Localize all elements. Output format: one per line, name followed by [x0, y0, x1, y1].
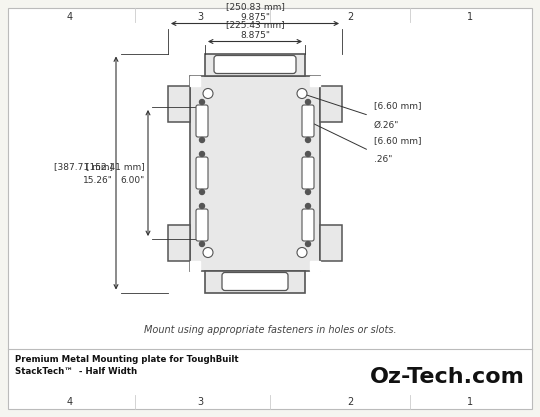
Text: 4: 4	[67, 12, 73, 22]
Text: .26": .26"	[374, 156, 393, 164]
FancyBboxPatch shape	[214, 55, 296, 73]
Text: 6.00": 6.00"	[121, 176, 145, 184]
Circle shape	[199, 241, 205, 246]
Text: [152.41 mm]: [152.41 mm]	[86, 163, 145, 171]
Circle shape	[199, 138, 205, 143]
FancyBboxPatch shape	[196, 209, 208, 241]
Bar	[190, 75, 320, 271]
Text: 2: 2	[347, 397, 353, 407]
Circle shape	[306, 138, 310, 143]
Bar	[320, 85, 342, 121]
Bar	[320, 224, 342, 261]
Circle shape	[306, 189, 310, 194]
Polygon shape	[310, 75, 320, 85]
Text: 9.875": 9.875"	[240, 13, 270, 22]
Text: 15.26": 15.26"	[83, 176, 113, 184]
Text: 3: 3	[197, 12, 203, 22]
Circle shape	[306, 100, 310, 105]
Text: 3: 3	[197, 397, 203, 407]
FancyBboxPatch shape	[302, 157, 314, 189]
Bar	[205, 271, 305, 292]
Polygon shape	[190, 261, 200, 271]
Bar	[168, 224, 190, 261]
Bar	[205, 53, 305, 75]
Circle shape	[203, 248, 213, 258]
Circle shape	[306, 203, 310, 208]
Text: [250.83 mm]: [250.83 mm]	[226, 3, 285, 12]
Circle shape	[306, 241, 310, 246]
FancyBboxPatch shape	[302, 105, 314, 137]
Text: Ø.26": Ø.26"	[374, 121, 400, 130]
FancyBboxPatch shape	[196, 157, 208, 189]
Text: Premium Metal Mounting plate for ToughBuilt
StackTech™  - Half Width: Premium Metal Mounting plate for ToughBu…	[15, 355, 239, 376]
Circle shape	[199, 203, 205, 208]
Circle shape	[306, 151, 310, 156]
Text: 1: 1	[467, 397, 473, 407]
Text: [6.60 mm]: [6.60 mm]	[374, 136, 422, 146]
Text: [6.60 mm]: [6.60 mm]	[374, 101, 422, 111]
Circle shape	[199, 151, 205, 156]
Circle shape	[199, 100, 205, 105]
Circle shape	[297, 248, 307, 258]
Circle shape	[203, 88, 213, 98]
FancyBboxPatch shape	[196, 105, 208, 137]
Text: 8.875": 8.875"	[240, 30, 270, 40]
Text: [225.43 mm]: [225.43 mm]	[226, 20, 285, 30]
FancyBboxPatch shape	[302, 209, 314, 241]
Circle shape	[297, 88, 307, 98]
Text: 1: 1	[467, 12, 473, 22]
Polygon shape	[190, 75, 200, 85]
Circle shape	[199, 189, 205, 194]
Bar	[168, 85, 190, 121]
Text: 2: 2	[347, 12, 353, 22]
FancyBboxPatch shape	[222, 272, 288, 291]
Polygon shape	[310, 261, 320, 271]
Text: 4: 4	[67, 397, 73, 407]
Text: [387.71 mm]: [387.71 mm]	[54, 163, 113, 171]
Text: Oz-Tech.com: Oz-Tech.com	[370, 367, 525, 387]
Text: Mount using appropriate fasteners in holes or slots.: Mount using appropriate fasteners in hol…	[144, 325, 396, 335]
